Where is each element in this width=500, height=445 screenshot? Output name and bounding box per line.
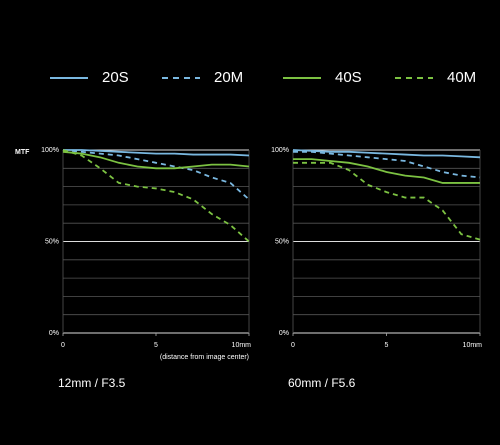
x-tick-label: 10mm xyxy=(463,342,483,349)
series-line: 40S xyxy=(293,158,480,184)
y-tick-label: 100% xyxy=(271,147,289,154)
series-line: 40M xyxy=(293,161,481,241)
caption: 12mm / F3.5 xyxy=(58,376,126,390)
series-line: 40S xyxy=(62,150,250,170)
x-tick-label: 10mm xyxy=(232,342,252,349)
x-axis-label: (distance from image center) xyxy=(160,354,249,361)
y-axis-label: MTF xyxy=(15,149,30,156)
legend-label: 40M xyxy=(447,69,476,86)
series-line: 20M xyxy=(62,149,250,201)
y-tick-label: 50% xyxy=(45,238,59,245)
x-tick-label: 0 xyxy=(61,342,65,349)
series-line: 40M xyxy=(62,149,250,243)
y-tick-label: 0% xyxy=(49,330,59,337)
x-tick-label: 0 xyxy=(291,342,295,349)
legend-label: 20S xyxy=(102,69,129,86)
x-tick-label: 5 xyxy=(385,342,389,349)
series-line: 20S xyxy=(63,149,250,157)
x-tick-label: 5 xyxy=(154,342,158,349)
y-tick-label: 50% xyxy=(275,238,289,245)
y-tick-label: 100% xyxy=(41,147,59,154)
legend-label: 40S xyxy=(335,69,362,86)
series-line: 20M xyxy=(293,150,481,179)
caption: 60mm / F5.6 xyxy=(288,376,356,390)
legend-label: 20M xyxy=(214,69,243,86)
series-line: 20S xyxy=(292,149,481,159)
y-tick-label: 0% xyxy=(279,330,289,337)
